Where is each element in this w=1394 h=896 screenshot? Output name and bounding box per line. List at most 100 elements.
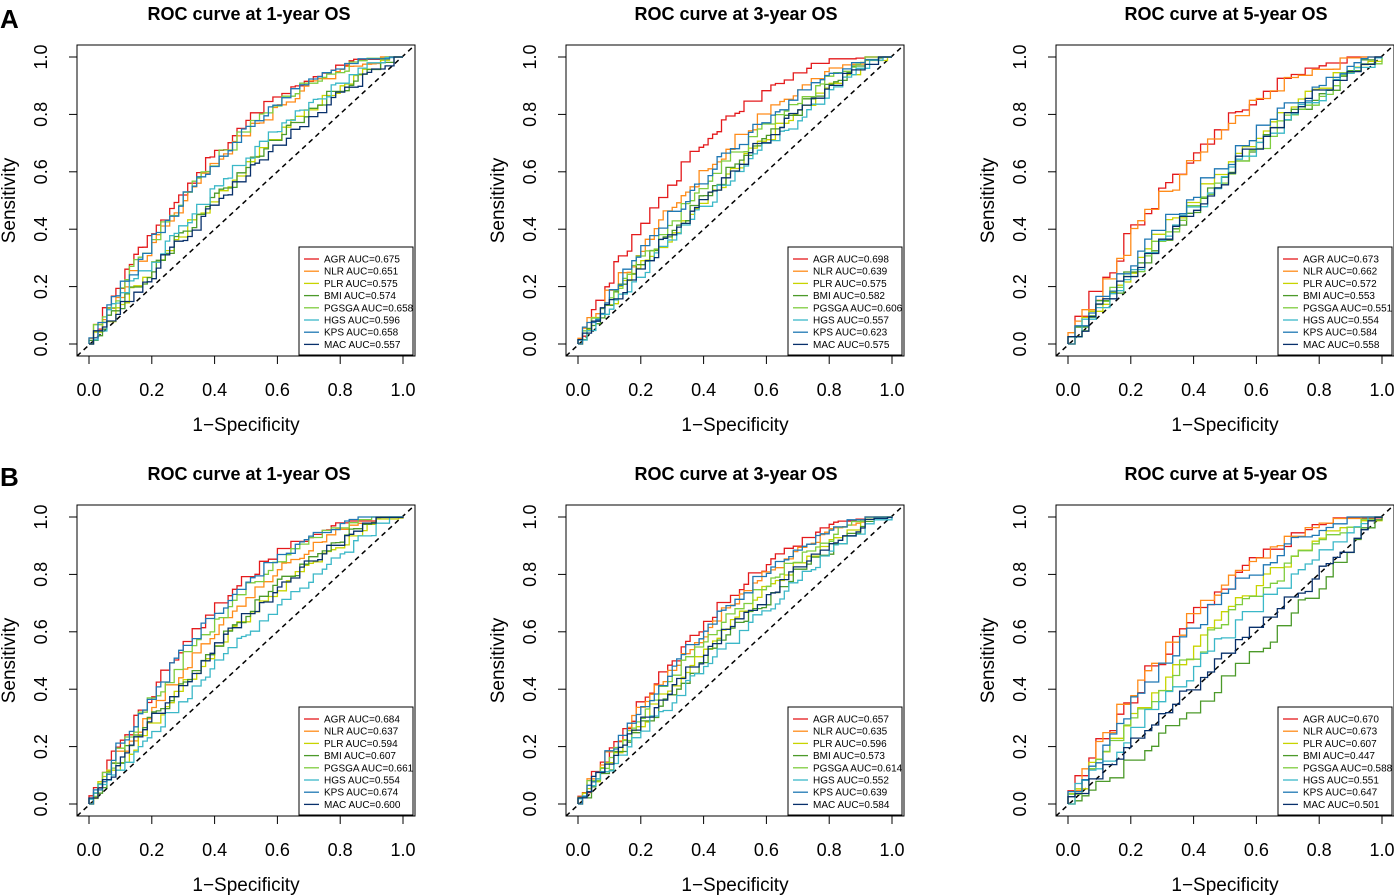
- roc-curve-bmi: [88, 56, 403, 344]
- legend-label-kps: KPS AUC=0.639: [813, 788, 888, 799]
- y-tick-label: 1.0: [31, 504, 51, 529]
- roc-curve-nlr: [578, 516, 892, 805]
- x-tick-label: 0.0: [76, 840, 101, 860]
- chart-title: ROC curve at 3-year OS: [634, 464, 837, 484]
- x-tick-label: 0.6: [1244, 840, 1269, 860]
- x-tick-label: 0.2: [628, 840, 653, 860]
- legend-label-hgs: HGS AUC=0.557: [813, 316, 889, 327]
- plot-frame: [1055, 504, 1394, 817]
- x-tick-label: 0.4: [1181, 840, 1206, 860]
- legend-label-bmi: BMI AUC=0.573: [813, 751, 885, 762]
- roc-curve-bmi: [1068, 517, 1383, 805]
- legend-label-bmi: BMI AUC=0.574: [324, 291, 396, 302]
- legend-label-hgs: HGS AUC=0.554: [1303, 316, 1379, 327]
- x-tick-label: 1.0: [390, 380, 415, 400]
- legend-label-agr: AGR AUC=0.657: [813, 715, 889, 726]
- legend-label-bmi: BMI AUC=0.553: [1303, 291, 1375, 302]
- x-tick-label: 0.0: [1055, 380, 1080, 400]
- x-tick-label: 0.0: [565, 840, 590, 860]
- legend-label-nlr: NLR AUC=0.635: [813, 727, 888, 738]
- roc-curve-nlr: [89, 516, 403, 805]
- x-tick-label: 0.6: [265, 380, 290, 400]
- y-tick-label: 0.6: [520, 159, 540, 184]
- x-tick-label: 0.0: [1055, 840, 1080, 860]
- y-axis-label: Sensitivity: [978, 157, 999, 243]
- roc-curve-mac: [89, 56, 403, 345]
- x-tick-label: 0.8: [1307, 380, 1332, 400]
- y-tick-label: 1.0: [520, 44, 540, 69]
- roc-curve-hgs: [577, 517, 893, 804]
- legend-label-kps: KPS AUC=0.647: [1303, 788, 1378, 799]
- roc-curve-mac: [577, 516, 893, 804]
- x-tick-label: 0.8: [328, 380, 353, 400]
- y-tick-label: 1.0: [1010, 44, 1030, 69]
- x-tick-label: 0.0: [565, 380, 590, 400]
- y-axis-label: Sensitivity: [0, 157, 20, 243]
- x-tick-label: 0.2: [139, 380, 164, 400]
- reference-diagonal: [566, 505, 904, 816]
- x-axis-label: 1−Specificity: [192, 875, 300, 896]
- x-tick-label: 0.6: [265, 840, 290, 860]
- legend-label-mac: MAC AUC=0.501: [1303, 800, 1380, 811]
- y-tick-label: 0.4: [31, 217, 51, 242]
- x-tick-label: 1.0: [390, 840, 415, 860]
- legend-label-mac: MAC AUC=0.584: [813, 800, 890, 811]
- roc-curve-plr: [89, 56, 403, 345]
- x-tick-label: 1.0: [1369, 380, 1394, 400]
- legend-box: [1277, 706, 1393, 816]
- legend-label-pgsga: PGSGA AUC=0.658: [324, 303, 414, 314]
- y-tick-label: 0.2: [1010, 274, 1030, 299]
- y-tick-label: 0.8: [520, 562, 540, 587]
- y-axis-label: Sensitivity: [488, 617, 509, 703]
- y-axis-label: Sensitivity: [978, 617, 999, 703]
- x-tick-label: 1.0: [1369, 840, 1394, 860]
- legend-label-agr: AGR AUC=0.675: [324, 255, 400, 266]
- legend-label-pgsga: PGSGA AUC=0.551: [1303, 303, 1393, 314]
- legend-label-kps: KPS AUC=0.674: [324, 788, 399, 799]
- reference-diagonal: [77, 45, 415, 356]
- y-tick-label: 0.2: [31, 734, 51, 759]
- roc-curve-hgs: [89, 56, 403, 345]
- x-axis-label: 1−Specificity: [681, 875, 789, 896]
- x-axis-label: 1−Specificity: [1171, 415, 1279, 436]
- x-tick-label: 0.6: [1244, 380, 1269, 400]
- roc-chart-5: ROC curve at 3-year OS 0.0 0.2 0.4 0.6 0.8 1.0…: [488, 464, 905, 896]
- x-tick-label: 0.8: [817, 380, 842, 400]
- x-tick-label: 0.2: [1118, 840, 1143, 860]
- x-tick-label: 0.2: [628, 380, 653, 400]
- legend-label-pgsga: PGSGA AUC=0.614: [813, 763, 903, 774]
- y-tick-label: 0.8: [1010, 102, 1030, 127]
- panel-letter-b: B: [0, 462, 19, 492]
- panel-letter-a: A: [0, 4, 19, 34]
- x-axis-label: 1−Specificity: [192, 415, 300, 436]
- legend-label-mac: MAC AUC=0.575: [813, 340, 890, 351]
- legend-label-nlr: NLR AUC=0.639: [813, 267, 888, 278]
- y-tick-label: 0.4: [1010, 677, 1030, 702]
- x-tick-label: 0.4: [691, 840, 716, 860]
- y-axis-label: Sensitivity: [488, 157, 509, 243]
- y-tick-label: 0.0: [520, 331, 540, 356]
- roc-chart-6: ROC curve at 5-year OS 0.0 0.2 0.4 0.6 0.8 1.0…: [978, 464, 1394, 896]
- chart-title: ROC curve at 5-year OS: [1124, 4, 1327, 24]
- roc-curve-kps: [88, 56, 403, 344]
- y-tick-label: 0.8: [520, 102, 540, 127]
- legend-label-pgsga: PGSGA AUC=0.661: [324, 763, 414, 774]
- roc-curve-mac: [1067, 56, 1382, 344]
- legend-box: [787, 246, 903, 356]
- y-tick-label: 0.6: [520, 619, 540, 644]
- x-axis-label: 1−Specificity: [681, 415, 789, 436]
- chart-title: ROC curve at 1-year OS: [147, 4, 350, 24]
- roc-chart-3: ROC curve at 5-year OS 0.0 0.2 0.4 0.6 0.8 1.0…: [978, 4, 1394, 436]
- legend-label-pgsga: PGSGA AUC=0.606: [813, 303, 903, 314]
- legend-label-hgs: HGS AUC=0.552: [813, 776, 889, 787]
- roc-curve-pgsga: [577, 516, 892, 804]
- legend-label-nlr: NLR AUC=0.651: [324, 267, 399, 278]
- x-tick-label: 0.6: [754, 840, 779, 860]
- legend-label-kps: KPS AUC=0.658: [324, 328, 399, 339]
- roc-curve-nlr: [1067, 56, 1382, 344]
- legend-label-nlr: NLR AUC=0.673: [1303, 727, 1378, 738]
- y-tick-label: 0.4: [31, 677, 51, 702]
